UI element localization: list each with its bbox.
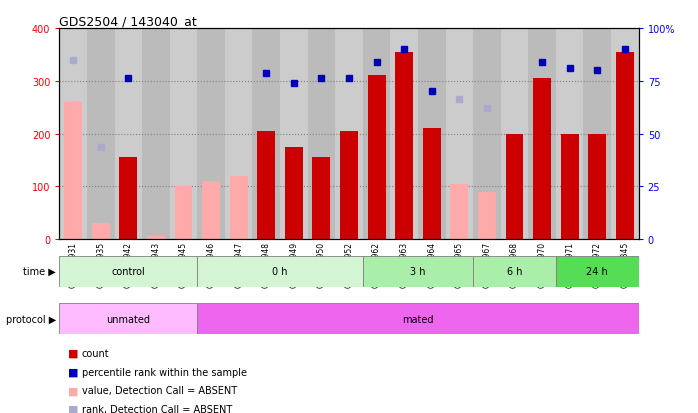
Text: 0 h: 0 h [272, 266, 288, 277]
Text: ■: ■ [68, 385, 78, 395]
Bar [560, 134, 579, 240]
Bar [198, 256, 363, 287]
Bar [478, 192, 496, 240]
Text: ■: ■ [68, 367, 78, 377]
Bar [500, 29, 528, 240]
Text: 3 h: 3 h [410, 266, 426, 277]
Bar [363, 256, 473, 287]
Text: control: control [112, 266, 145, 277]
Bar [114, 29, 142, 240]
Bar [59, 304, 198, 335]
Bar [147, 237, 165, 240]
Bar [390, 29, 418, 240]
Bar [202, 182, 220, 240]
Text: 24 h: 24 h [586, 266, 608, 277]
Bar [313, 158, 330, 240]
Bar [445, 29, 473, 240]
Bar [170, 29, 198, 240]
Bar [280, 29, 308, 240]
Bar [174, 187, 193, 240]
Bar [225, 29, 253, 240]
Bar [533, 79, 551, 240]
Bar [142, 29, 170, 240]
Bar [418, 29, 445, 240]
Bar [198, 304, 639, 335]
Bar [395, 52, 413, 240]
Text: protocol ▶: protocol ▶ [6, 314, 56, 324]
Bar [584, 29, 611, 240]
Bar [59, 256, 198, 287]
Bar [556, 29, 584, 240]
Bar [423, 129, 440, 240]
Text: count: count [82, 348, 110, 358]
Bar [450, 184, 468, 240]
Bar [528, 29, 556, 240]
Bar [91, 224, 110, 240]
Bar [368, 76, 385, 240]
Bar [505, 134, 524, 240]
Text: mated: mated [402, 314, 433, 324]
Bar [198, 29, 225, 240]
Bar [258, 132, 275, 240]
Text: value, Detection Call = ABSENT: value, Detection Call = ABSENT [82, 385, 237, 395]
Bar [556, 256, 639, 287]
Text: rank, Detection Call = ABSENT: rank, Detection Call = ABSENT [82, 404, 232, 413]
Bar [335, 29, 363, 240]
Bar [119, 158, 138, 240]
Bar [253, 29, 280, 240]
Bar [285, 147, 303, 240]
Bar [611, 29, 639, 240]
Bar [59, 29, 87, 240]
Text: 6 h: 6 h [507, 266, 522, 277]
Bar [473, 29, 500, 240]
Text: ■: ■ [68, 348, 78, 358]
Bar [230, 176, 248, 240]
Text: ■: ■ [68, 404, 78, 413]
Text: percentile rank within the sample: percentile rank within the sample [82, 367, 246, 377]
Text: GDS2504 / 143040_at: GDS2504 / 143040_at [59, 15, 197, 28]
Bar [588, 134, 607, 240]
Bar [340, 132, 358, 240]
Bar [616, 52, 634, 240]
Bar [64, 102, 82, 240]
Text: time ▶: time ▶ [23, 266, 56, 277]
Bar [308, 29, 335, 240]
Bar [473, 256, 556, 287]
Bar [87, 29, 114, 240]
Bar [363, 29, 390, 240]
Text: unmated: unmated [106, 314, 150, 324]
